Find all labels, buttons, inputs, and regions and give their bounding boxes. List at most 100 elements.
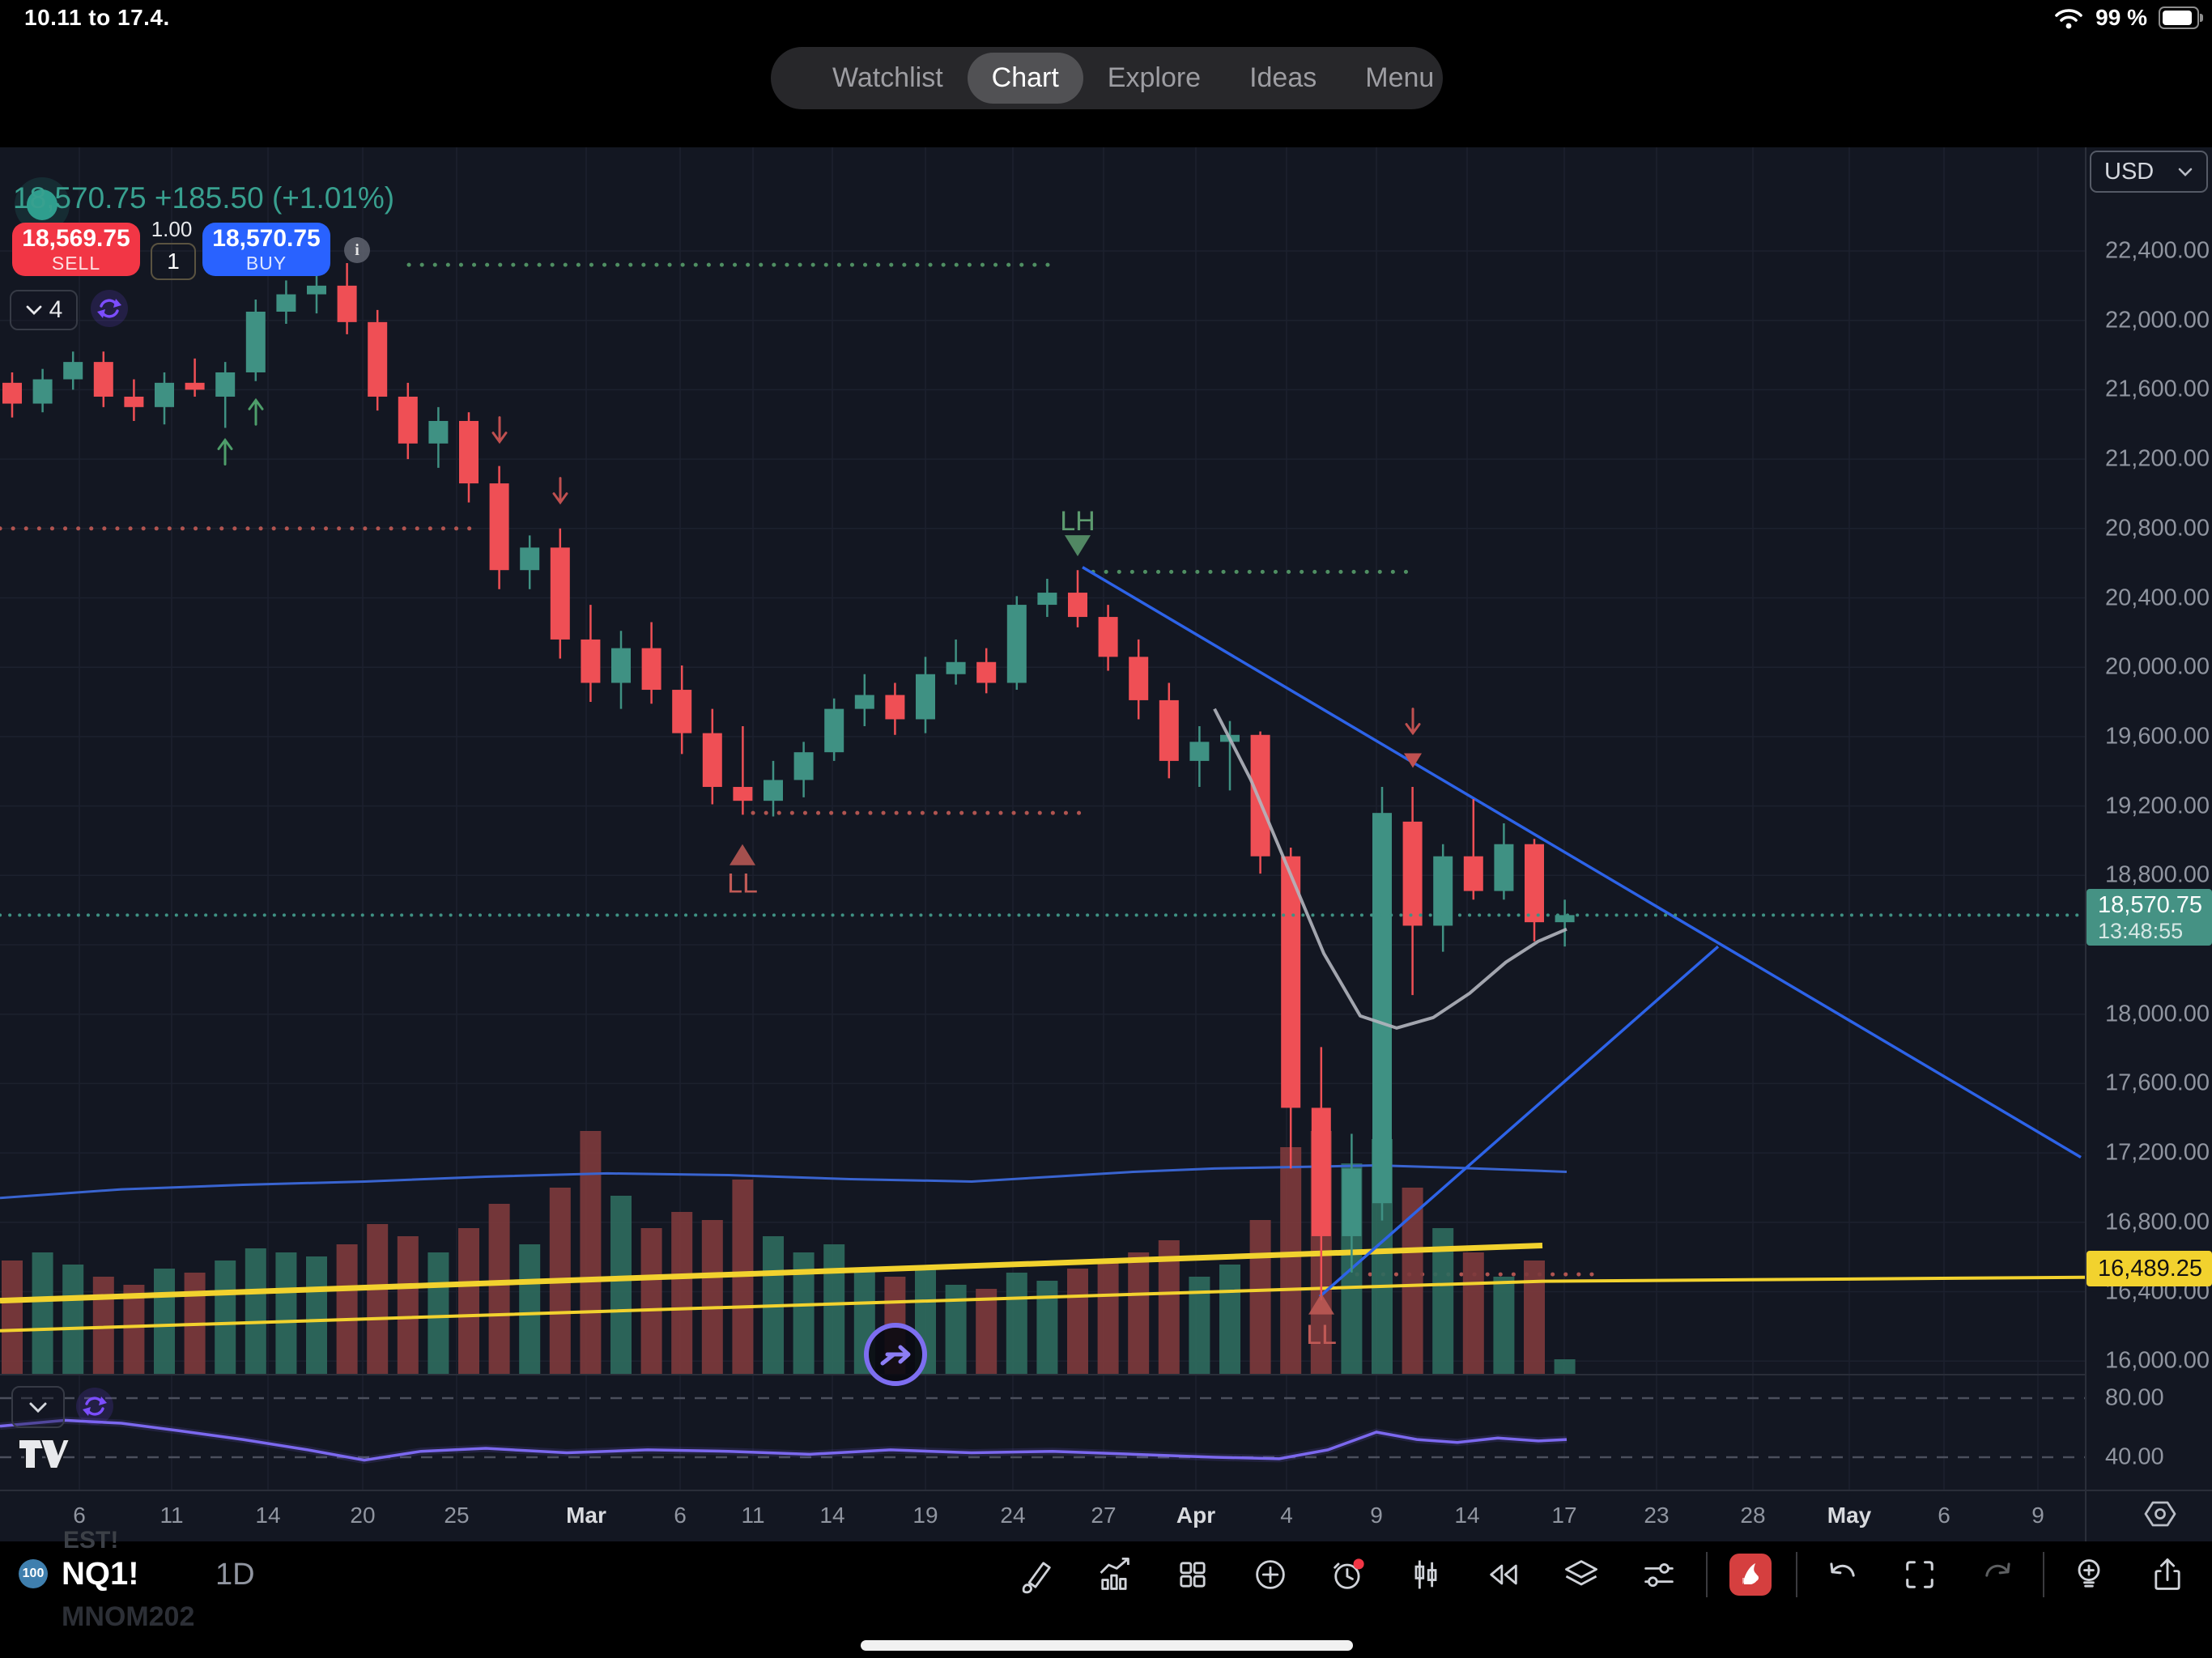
candle-body xyxy=(368,321,388,397)
time-axis-label: May xyxy=(1827,1503,1872,1528)
price-axis-label: 21,600.00 xyxy=(2105,376,2210,402)
broker-logo-icon[interactable] xyxy=(1729,1554,1772,1596)
alert-price-label[interactable]: 16,489.25 xyxy=(2087,1251,2212,1286)
volume-bar xyxy=(336,1244,358,1374)
candle-body xyxy=(1098,617,1118,657)
nav-explore[interactable]: Explore xyxy=(1107,62,1202,93)
share-icon[interactable] xyxy=(2148,1555,2187,1594)
toolbar-symbol[interactable]: NQ1! xyxy=(62,1556,139,1592)
bottom-toolbar xyxy=(0,1541,2212,1658)
undo-icon[interactable] xyxy=(1823,1555,1861,1594)
volume-bar xyxy=(397,1236,419,1374)
swing-marker-label: LL xyxy=(727,869,758,899)
price-axis-label: 20,800.00 xyxy=(2105,515,2210,542)
price-axis-label: 19,600.00 xyxy=(2105,723,2210,750)
interval-dropdown[interactable]: 4 xyxy=(10,290,78,330)
candle-body xyxy=(1281,856,1301,1108)
price-axis-label: 22,000.00 xyxy=(2105,307,2210,334)
settings-sliders-icon[interactable] xyxy=(1640,1555,1678,1594)
layout-grid-icon[interactable] xyxy=(1173,1555,1212,1594)
nav-ideas[interactable]: Ideas xyxy=(1249,62,1317,93)
candle-body xyxy=(1311,1107,1331,1236)
candle-body xyxy=(1159,699,1179,761)
candle-body xyxy=(1402,821,1423,926)
price-axis-label: 18,000.00 xyxy=(2105,1001,2210,1027)
volume-bar xyxy=(32,1252,53,1374)
time-axis-label: 9 xyxy=(1370,1503,1383,1528)
volume-bar xyxy=(519,1244,541,1374)
go-to-realtime-button[interactable] xyxy=(861,1320,930,1389)
draw-icon[interactable] xyxy=(1018,1555,1057,1594)
signal-triangle xyxy=(1404,753,1422,768)
candle-body xyxy=(1555,915,1575,923)
last-price-label: 18,570.75 13:48:55 xyxy=(2087,889,2212,946)
redo-icon[interactable] xyxy=(1979,1555,2018,1594)
time-axis-label: 14 xyxy=(255,1503,281,1528)
nav-chart[interactable]: Chart xyxy=(967,53,1083,104)
volume-bar xyxy=(245,1248,266,1374)
axis-settings-gear-icon[interactable] xyxy=(2142,1498,2178,1530)
add-circle-icon[interactable] xyxy=(1251,1555,1290,1594)
candle-body xyxy=(93,362,113,397)
candle-body xyxy=(245,311,266,372)
volume-bar xyxy=(1280,1147,1302,1374)
price-axis-label: 19,200.00 xyxy=(2105,793,2210,819)
sync-refresh-icon[interactable] xyxy=(91,290,128,327)
volume-bar xyxy=(428,1252,449,1374)
sell-button[interactable]: 18,569.75 SELL xyxy=(12,223,140,276)
time-axis-label: 4 xyxy=(1280,1503,1293,1528)
volume-bar xyxy=(1432,1228,1454,1374)
pane-sync-refresh-icon[interactable] xyxy=(76,1388,113,1425)
status-right-cluster: 99 % xyxy=(2053,5,2203,31)
candle-body xyxy=(672,690,692,733)
price-chart[interactable]: LH LL LL xyxy=(0,147,2085,1541)
time-axis-label: 17 xyxy=(1551,1503,1577,1528)
currency-select[interactable]: USD xyxy=(2090,151,2208,193)
nav-menu[interactable]: Menu xyxy=(1365,62,1435,93)
time-axis-label: 19 xyxy=(912,1503,938,1528)
time-axis-label: 20 xyxy=(350,1503,376,1528)
signal-arrow-down xyxy=(552,477,568,505)
symbol-logo-badge[interactable]: 100 xyxy=(19,1559,48,1588)
candle-body xyxy=(1189,742,1210,761)
candle-body xyxy=(764,780,783,801)
buy-button[interactable]: 18,570.75 BUY xyxy=(202,223,330,276)
quantity-input[interactable]: 1 xyxy=(151,243,196,280)
replay-rewind-icon[interactable] xyxy=(1484,1555,1523,1594)
oscillator-level-80: 80.00 xyxy=(2105,1384,2164,1411)
battery-icon xyxy=(2159,6,2203,29)
volume-bar xyxy=(1097,1261,1119,1374)
candle-body xyxy=(1068,593,1087,618)
candle-body xyxy=(520,547,540,571)
toolbar-interval[interactable]: 1D xyxy=(215,1558,255,1592)
candle-body xyxy=(2,382,22,404)
home-indicator[interactable] xyxy=(861,1640,1353,1651)
candle-body xyxy=(1250,734,1270,857)
top-nav: Watchlist Chart Explore Ideas Menu xyxy=(771,47,1443,109)
idea-bulb-icon[interactable] xyxy=(2069,1555,2108,1594)
candle-body xyxy=(733,787,753,801)
candle-body xyxy=(1129,657,1149,700)
info-icon[interactable]: i xyxy=(344,237,370,263)
last-price-value: 18,570.75 xyxy=(2098,891,2203,918)
chart-type-icon[interactable] xyxy=(1406,1555,1445,1594)
volume-bar xyxy=(945,1285,967,1374)
pane-collapse-button[interactable] xyxy=(11,1386,65,1428)
alerts-clock-icon[interactable] xyxy=(1329,1555,1368,1594)
toolbar-divider xyxy=(1796,1552,1797,1597)
candle-body xyxy=(489,483,509,571)
oscillator-level-40: 40.00 xyxy=(2105,1443,2164,1470)
indicators-icon[interactable] xyxy=(1095,1555,1134,1594)
candle-body xyxy=(611,648,631,683)
fullscreen-icon[interactable] xyxy=(1900,1555,1939,1594)
swing-marker-triangle xyxy=(730,844,755,865)
nav-watchlist[interactable]: Watchlist xyxy=(832,62,943,93)
tradingview-logo[interactable] xyxy=(16,1435,71,1472)
volume-bar xyxy=(1006,1273,1027,1374)
signal-arrow-up xyxy=(248,397,264,426)
candle-body xyxy=(428,420,449,444)
objects-layers-icon[interactable] xyxy=(1562,1555,1601,1594)
volume-bar xyxy=(823,1244,845,1374)
volume-bar xyxy=(92,1277,114,1374)
